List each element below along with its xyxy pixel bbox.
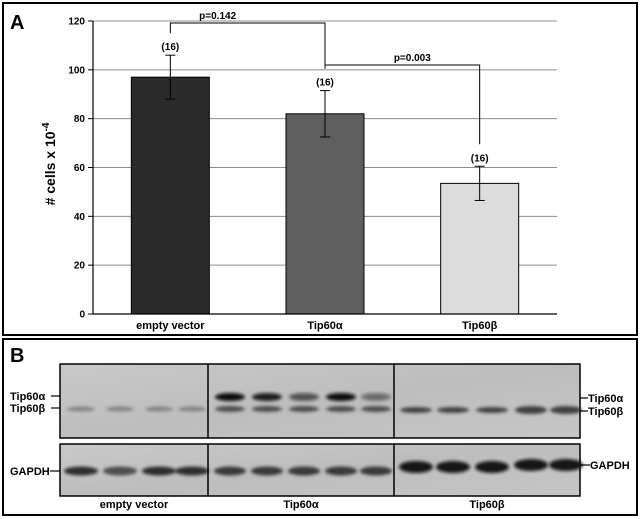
tip60-bands	[67, 393, 582, 414]
blot-label-left-gapdh: GAPDH	[10, 466, 50, 478]
bar-chart: A (16) (16) (16) 0 20 40 60 80 100 120 empty vect…	[10, 11, 557, 332]
x-tick-label: Tip60β	[462, 320, 498, 332]
band-tip60b	[215, 406, 245, 412]
band-gapdh	[175, 466, 209, 476]
band-gapdh	[214, 466, 246, 476]
panel-b: B Tip60α Tip60β Tip60α Tip60β GAPDH GAPD…	[2, 338, 638, 516]
x-tick-label: Tip60α	[307, 320, 343, 332]
gapdh-bands	[64, 459, 583, 476]
band-tip60b	[361, 406, 391, 412]
band-gapdh	[142, 466, 176, 476]
band-tip60b	[515, 406, 547, 414]
blot-label-right-tip60b: Tip60β	[588, 406, 624, 418]
band-gapdh	[514, 459, 548, 471]
band-tip60b	[550, 406, 582, 414]
y-tick-label: 20	[74, 261, 86, 272]
band-tip60b	[145, 406, 173, 412]
panel-b-letter: B	[10, 345, 24, 367]
y-axis-label-exponent: -4	[41, 122, 52, 131]
band-gapdh	[251, 466, 283, 476]
annotation-layer: p=0.142 p=0.003	[169, 11, 481, 145]
band-tip60b	[476, 407, 508, 413]
p-value-label: p=0.003	[394, 53, 431, 64]
band-gapdh	[436, 461, 470, 473]
blot-label-right-tip60a: Tip60α	[588, 393, 624, 405]
panel-a-letter: A	[10, 12, 24, 34]
bar	[285, 113, 365, 315]
lane-label-tip60a: Tip60α	[283, 499, 319, 511]
blot-strip-tip60	[59, 363, 581, 439]
band-tip60b	[178, 406, 206, 412]
axis-layer: 0 20 40 60 80 100 120 empty vector Tip60α Tip60β	[68, 17, 557, 332]
band-gapdh	[64, 466, 98, 476]
y-tick-label: 100	[68, 65, 85, 76]
band-gapdh	[475, 461, 509, 473]
panel-a: A (16) (16) (16) 0 20 40 60 80 100 120 empty vect…	[2, 2, 638, 336]
band-tip60b	[289, 406, 319, 412]
y-tick-label: 40	[74, 212, 86, 223]
band-tip60a	[361, 393, 391, 401]
y-tick-label: 60	[74, 163, 86, 174]
bar	[440, 182, 520, 315]
p-value-label: p=0.142	[199, 11, 236, 22]
y-tick-label: 80	[74, 114, 86, 125]
band-tip60b	[252, 406, 282, 412]
n-label: (16)	[161, 42, 179, 53]
band-gapdh	[549, 459, 583, 471]
y-tick-label: 0	[79, 310, 85, 321]
band-tip60a	[289, 393, 319, 401]
blot-label-left-tip60a: Tip60α	[10, 391, 46, 403]
western-blot: B Tip60α Tip60β Tip60α Tip60β GAPDH GAPD…	[10, 345, 630, 511]
n-label: (16)	[316, 78, 334, 89]
x-tick-label: empty vector	[136, 320, 205, 332]
band-tip60b	[437, 407, 469, 413]
band-gapdh	[288, 466, 320, 476]
band-tip60b	[106, 406, 134, 412]
n-label: (16)	[471, 153, 489, 164]
significance-bracket	[324, 64, 481, 145]
y-axis-label: # cells x 10-4	[41, 122, 58, 205]
significance-bracket	[169, 22, 326, 69]
blot-label-left-tip60b: Tip60β	[10, 403, 46, 415]
band-gapdh	[399, 461, 433, 473]
lane-label-empty-vector: empty vector	[100, 499, 169, 511]
band-tip60a	[326, 393, 356, 401]
y-tick-label: 120	[68, 17, 85, 28]
band-gapdh	[325, 466, 357, 476]
band-gapdh	[103, 466, 137, 476]
band-tip60a	[215, 393, 245, 401]
band-tip60a	[252, 393, 282, 401]
band-tip60b	[400, 407, 432, 413]
blot-label-right-gapdh: GAPDH	[590, 460, 630, 472]
band-tip60b	[326, 406, 356, 412]
lane-label-tip60b: Tip60β	[469, 499, 505, 511]
band-tip60b	[67, 406, 95, 412]
y-axis-label-main: # cells x 10	[42, 131, 58, 205]
band-gapdh	[360, 466, 392, 476]
bar	[130, 76, 210, 315]
bar-layer: (16) (16) (16)	[130, 42, 520, 315]
